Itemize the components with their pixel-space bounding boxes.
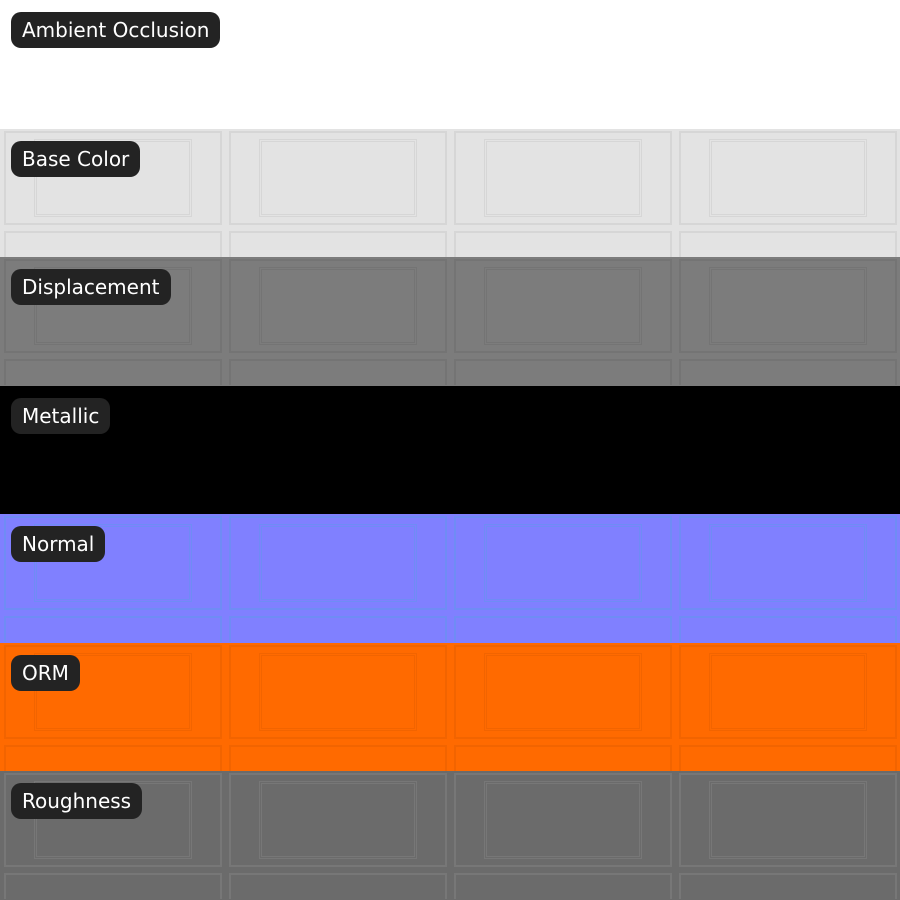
map-label: Normal [11, 526, 106, 563]
texture-map-ambient-occlusion: Ambient Occlusion [0, 0, 900, 129]
panel-inset [484, 524, 642, 603]
texture-map-metallic: Metallic [0, 385, 900, 515]
panel-outline [4, 359, 222, 386]
panel-outline [454, 516, 672, 611]
panel-outline [229, 773, 447, 868]
panel-outline [4, 616, 222, 643]
panel-outline [454, 744, 672, 771]
panel-inset [484, 267, 642, 346]
map-label: Base Color [11, 140, 141, 177]
panel-outline [4, 773, 222, 868]
panel-inset [259, 267, 417, 346]
panel-outline [679, 616, 897, 643]
panel-outline [679, 230, 897, 257]
panel-inset [709, 267, 867, 346]
panel-inset [34, 652, 192, 731]
map-label: Ambient Occlusion [11, 12, 221, 48]
panel-outline [229, 259, 447, 354]
panel-inset [709, 781, 867, 860]
panel-inset [259, 652, 417, 731]
panel-outline [679, 773, 897, 868]
panel-outline [4, 744, 222, 771]
panel-outline [679, 744, 897, 771]
panel-outline [679, 516, 897, 611]
panel-outline [4, 259, 222, 354]
panel-outline [4, 873, 222, 900]
panel-outline [229, 644, 447, 739]
panel-inset [34, 781, 192, 860]
panel-outline [679, 259, 897, 354]
map-label: ORM [11, 654, 80, 691]
panel-outline [229, 230, 447, 257]
texture-map-displacement: Displacement [0, 257, 900, 386]
panel-outline [229, 359, 447, 386]
panel-outline [4, 644, 222, 739]
panel-outline [454, 230, 672, 257]
panel-inset [259, 138, 417, 217]
panel-inset [484, 652, 642, 731]
map-label: Metallic [11, 397, 111, 434]
panel-outline [4, 230, 222, 257]
texture-map-roughness: Roughness [0, 771, 900, 900]
panel-inset [484, 781, 642, 860]
panel-inset [484, 138, 642, 217]
panel-outline [679, 359, 897, 386]
panel-outline [454, 644, 672, 739]
map-label: Displacement [11, 269, 171, 306]
panel-outline [229, 516, 447, 611]
texture-map-base-color: Base Color [0, 128, 900, 258]
panel-outline [454, 873, 672, 900]
panel-outline [454, 130, 672, 225]
panel-outline [454, 259, 672, 354]
panel-outline [4, 130, 222, 225]
panel-outline [229, 744, 447, 771]
panel-outline [454, 773, 672, 868]
panel-inset [709, 524, 867, 603]
panel-outline [454, 616, 672, 643]
panel-outline [679, 644, 897, 739]
map-label: Roughness [11, 783, 143, 820]
panel-inset [34, 524, 192, 603]
panel-outline [4, 516, 222, 611]
texture-map-orm: ORM [0, 642, 900, 772]
panel-outline [229, 616, 447, 643]
panel-inset [709, 138, 867, 217]
panel-inset [34, 138, 192, 217]
panel-outline [229, 130, 447, 225]
panel-inset [34, 267, 192, 346]
panel-outline [679, 873, 897, 900]
panel-outline [679, 130, 897, 225]
panel-inset [709, 652, 867, 731]
texture-map-normal: Normal [0, 514, 900, 643]
panel-inset [259, 524, 417, 603]
panel-inset [259, 781, 417, 860]
panel-outline [454, 359, 672, 386]
panel-outline [229, 873, 447, 900]
